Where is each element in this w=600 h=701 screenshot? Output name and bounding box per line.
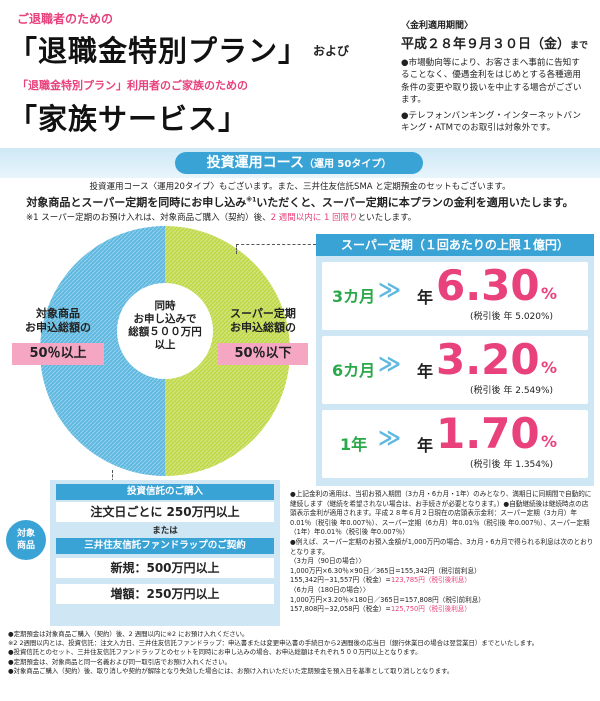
example-c3: 〈3カ月（90日の場合）〉 <box>290 557 366 566</box>
example-c3b-line: 155,342円−31,557円（税金）=123,785円（税引後利息） <box>290 576 594 586</box>
pie-center-line: 以上 <box>154 339 176 351</box>
rate-term: 6カ月 <box>332 361 376 380</box>
arrow-icon: ≫ <box>378 352 402 377</box>
footnotes: ●定期預金は対象商品ご購入（契約）後、2 週間以内に※2 にお預け入れください。… <box>8 630 594 676</box>
rate-unit: % <box>541 432 558 451</box>
example-p2: ●例えば、スーパー定期のお預入金額が1,000万円の場合、3カ月・6カ月で得られ… <box>290 537 594 556</box>
pie-left-value: 50％以上 <box>12 343 104 365</box>
notice-2: ●テレフォンバンキング・インターネットバンキング・ATMでのお取引は対象外です。 <box>401 111 581 134</box>
rate-after-tax: (税引後 年 1.354%) <box>470 460 554 470</box>
course-line-3a: ※1 スーパー定期のお預け入れは、対象商品ご購入（契約）後、 <box>26 213 271 223</box>
period-line: 平成２８年９月３０日（金）まで <box>401 33 588 52</box>
wrap-add: 増額：250万円以上 <box>56 584 274 604</box>
arrow-icon: ≫ <box>378 278 402 303</box>
wrap-title: 三井住友信託ファンドラップのご契約 <box>56 538 274 554</box>
rate-term: 1年 <box>340 435 368 454</box>
family-title: 「家族サービス」 <box>8 102 249 136</box>
plan-title: 「退職金特別プラン」 <box>8 34 309 68</box>
pie-center-line: お申し込みで <box>133 313 197 325</box>
pie-center-line: 同時 <box>154 300 176 312</box>
arrow-icon: ≫ <box>378 426 402 451</box>
course-line-3b: といたします。 <box>357 213 417 223</box>
rate-year: 年 <box>417 288 434 307</box>
rate-panel-title: スーパー定期（１回あたりの上限１億円） <box>316 234 594 256</box>
or-label: または <box>152 526 178 536</box>
rate-value: 6.30 <box>436 261 540 310</box>
course-line-3-pink: 2 週間以内に 1 回限り <box>270 213 358 223</box>
rate-unit: % <box>541 358 558 377</box>
rate-value: 3.20 <box>436 335 540 384</box>
course-line-3: ※1 スーパー定期のお預け入れは、対象商品ご購入（契約）後、2 週間以内に 1 … <box>26 211 416 223</box>
rate-row-6m <box>322 336 588 404</box>
connector-line <box>236 244 237 254</box>
trust-value: 注文日ごとに 250万円以上 <box>56 502 274 522</box>
footnote: ●定期預金は対象商品ご購入（契約）後、2 週間以内に※2 にお預け入れください。 <box>8 630 249 638</box>
pie-center-text: 同時 お申し込みで 総額５００万円 以上 <box>117 300 213 352</box>
example-c6b: 157,808円−32,058円（税金）= <box>290 605 391 614</box>
pie-left-label: 対象商品 お申込総額の <box>8 307 108 335</box>
product-tag-line: 対象 <box>16 529 35 539</box>
example-c6: 〈6カ月（180日の場合）〉 <box>290 585 370 594</box>
footnote: ●対象商品ご購入（契約）後、取り消しや契約が解除となり失効した場合には、お預け入… <box>8 666 454 675</box>
period-suffix: まで <box>570 41 589 51</box>
rate-row-1y <box>322 410 588 478</box>
notice-1: ●市場動向等により、お客さまへ事前に告知することなく、優遇金利をはじめとする各種… <box>401 58 582 106</box>
course-line-2: 対象商品とスーパー定期を同時にお申し込み※1いただくと、スーパー定期に本プランの… <box>0 194 600 210</box>
example-p1: ●上記金利の適用は、当初お預入期間（3カ月・6カ月・1年）のみとなり、満期日に同… <box>290 490 592 537</box>
rate-term: 3カ月 <box>332 287 376 306</box>
rate-value: 1.70 <box>436 409 540 458</box>
course-title: 投資運用コース <box>206 155 304 171</box>
period-value: 平成２８年９月３０日（金） <box>401 37 571 52</box>
connector-line <box>236 244 316 245</box>
rate-after-tax: (税引後 年 2.549%) <box>470 386 554 396</box>
pie-right-label-line: お申込総額の <box>230 321 296 334</box>
pie-center-line: 総額５００万円 <box>128 326 202 338</box>
rate-after-tax: (税引後 年 5.020%) <box>470 312 554 322</box>
product-tag-line: 商品 <box>16 541 35 551</box>
rate-unit: % <box>541 284 558 303</box>
example-c6a: 1,000万円×3.20％×180日／365日=157,808円（税引前利息） <box>290 595 485 604</box>
course-line-2a: 対象商品とスーパー定期を同時にお申し込み <box>26 196 247 209</box>
course-line-1: 投資運用コース〈運用20タイプ〉もございます。また、三井住友信託SMA と定期預… <box>89 182 511 192</box>
course-line-2-sup: ※1 <box>246 196 257 204</box>
period-label: 〈金利適用期間〉 <box>401 21 474 31</box>
example-c3b: 155,342円−31,557円（税金）= <box>290 576 391 585</box>
example-c6b-pink: 125,750円（税引後利息） <box>390 605 471 614</box>
footnote: ●定期預金は、対象商品と同一名義および同一取引店でお預け入れください。 <box>8 657 231 666</box>
example-text: ●上記金利の適用は、当初お預入期間（3カ月・6カ月・1年）のみとなり、満期日に同… <box>290 490 594 615</box>
rate-row-3m <box>322 262 588 330</box>
footnote: ●投資信託とのセット、三井住友信託ファンドラップとのセットを同時にお申し込みの場… <box>8 648 422 657</box>
and-label: および <box>313 44 350 58</box>
rate-year: 年 <box>417 362 434 381</box>
pie-right-label-line: スーパー定期 <box>230 307 296 320</box>
trust-title: 投資信託のご購入 <box>56 484 274 500</box>
product-tag: 対象 商品 <box>6 520 46 560</box>
pie-right-label: スーパー定期 お申込総額の <box>218 307 308 335</box>
pie-left-label-line: 対象商品 <box>36 307 80 320</box>
pie-right-value: 50％以下 <box>218 343 308 365</box>
example-c3a: 1,000万円×6.30％×90日／365日=155,342円（税引前利息） <box>290 566 481 575</box>
header-lead-1: ご退職者のための <box>17 12 114 26</box>
course-line-2b: いただくと、スーパー定期に本プランの金利を適用いたします。 <box>256 196 574 209</box>
footnote: ※2 2週間以内とは、投資信託：注文入力日、三井住友信託ファンドラップ：申込書ま… <box>8 639 539 648</box>
header-lead-2: 「退職金特別プラン」利用者のご家族のための <box>17 79 248 92</box>
example-c3b-pink: 123,785円（税引後利息） <box>390 576 471 585</box>
example-c6b-line: 157,808円−32,058円（税金）=125,750円（税引後利息） <box>290 605 594 615</box>
pie-left-label-line: お申込総額の <box>25 321 91 334</box>
pie-center-disc <box>117 283 213 379</box>
connector-line <box>112 470 113 486</box>
course-subtitle: （運用 50タイプ） <box>303 159 392 170</box>
wrap-new: 新規：500万円以上 <box>56 558 274 578</box>
rate-year: 年 <box>417 436 434 455</box>
course-title-badge: 投資運用コース（運用 50タイプ） <box>175 152 423 174</box>
